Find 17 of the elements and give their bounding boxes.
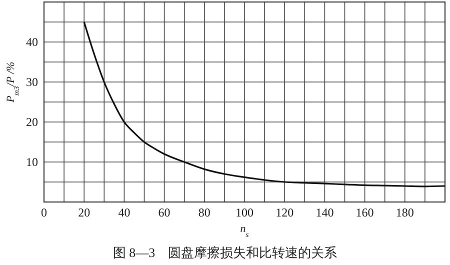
x-tick-label: 180 — [396, 206, 414, 220]
y-tick-label: 10 — [26, 154, 38, 169]
y-tick-label: 30 — [26, 74, 38, 89]
x-tick-label: 160 — [356, 206, 374, 220]
x-tick-label: 80 — [198, 206, 210, 220]
x-tick-label: 100 — [236, 206, 254, 220]
x-tick-label: 40 — [118, 206, 130, 220]
x-axis-title: n$_{s}$ — [240, 223, 249, 238]
x-tick-label: 120 — [276, 206, 294, 220]
y-tick-label: 20 — [26, 114, 38, 129]
x-tick-label: 140 — [316, 206, 334, 220]
line-series — [83, 21, 446, 188]
x-tick-label: 0 — [41, 206, 47, 220]
x-tick-label: 20 — [78, 206, 90, 220]
y-tick-label: 40 — [26, 34, 38, 49]
text: 图 8—3 圆盘摩擦损失和比转速的关系 — [112, 245, 338, 260]
x-tick-label: 60 — [158, 206, 170, 220]
